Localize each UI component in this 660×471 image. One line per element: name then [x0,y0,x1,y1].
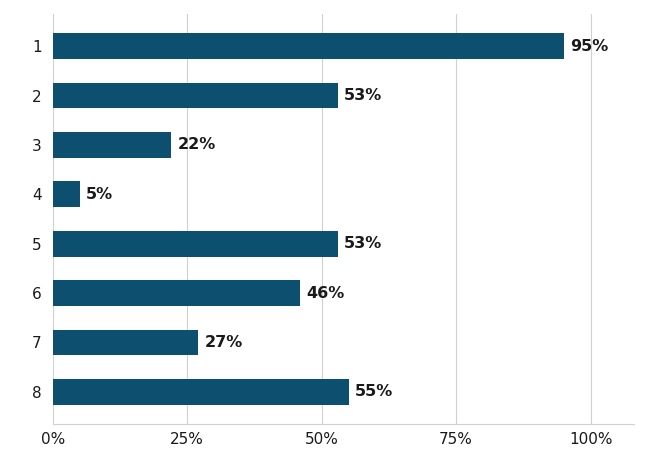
Text: 53%: 53% [345,236,383,251]
Bar [53,330,198,355]
Text: 55%: 55% [355,384,393,399]
Text: 5%: 5% [86,187,114,202]
Bar [53,231,338,257]
Bar [53,280,300,306]
Bar [53,181,80,207]
Bar [53,83,338,108]
Text: 95%: 95% [570,39,609,54]
Bar [53,379,348,405]
Text: 22%: 22% [178,138,216,153]
Bar [53,132,171,158]
Bar [53,33,564,59]
Text: 53%: 53% [345,88,383,103]
Text: 46%: 46% [307,285,345,300]
Text: 27%: 27% [205,335,243,350]
